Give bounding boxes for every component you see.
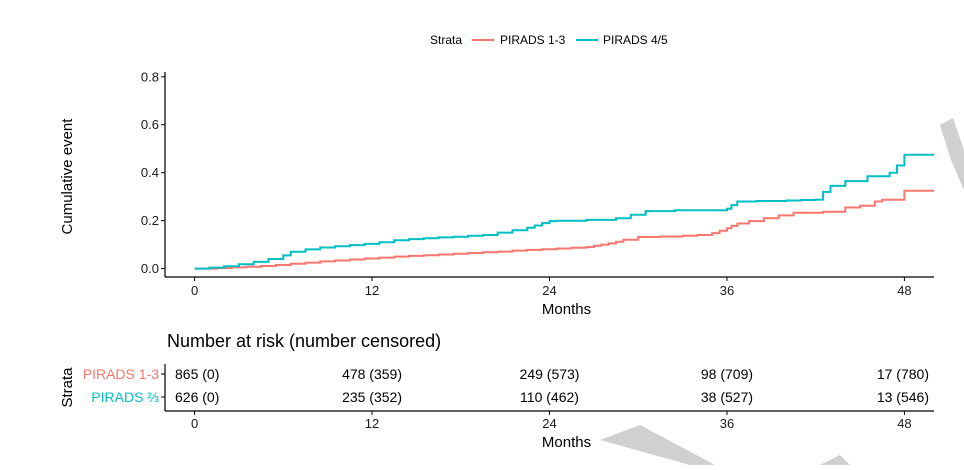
legend-label: PIRADS 4/5 [603,33,668,47]
risk-cell: 865 (0) [175,366,219,382]
series-line-pirads-1-3 [194,189,934,270]
watermark-stroke [600,425,715,465]
risk-cell: 249 (573) [520,366,580,382]
risk-x-tick-label: 24 [542,416,556,431]
y-axis-title: Cumulative event [59,118,76,235]
legend: Strata PIRADS 1-3 PIRADS 4/5 [430,33,668,47]
watermark-decoration [600,118,964,465]
plot-axes: 0.0 0.2 0.4 0.6 0.8 0 12 24 36 48 Months Cumulative… [59,69,934,318]
legend-title: Strata [430,33,462,47]
risk-table: Number at risk (number censored) PIRADS 1… [59,331,934,451]
legend-label: PIRADS 1-3 [500,33,566,47]
risk-y-axis-title: Strata [59,367,76,408]
risk-cell: 478 (359) [342,366,402,382]
risk-table-title: Number at risk (number censored) [167,331,441,351]
y-tick-label: 0.8 [141,69,159,84]
risk-row-label: PIRADS ⅔ [91,389,159,405]
risk-x-tick-label: 12 [365,416,379,431]
x-tick-label: 36 [720,283,734,298]
risk-cell: 110 (462) [520,389,579,405]
risk-row-pirads-1-3: PIRADS 1-3 865 (0) 478 (359) 249 (573) 98 (7… [83,366,929,382]
x-tick-label: 48 [897,283,911,298]
y-tick-label: 0.0 [141,261,159,276]
risk-cell: 13 (546) [877,389,929,405]
risk-cell: 17 (780) [877,366,929,382]
risk-x-tick-label: 36 [720,416,734,431]
risk-cell: 626 (0) [175,389,219,405]
risk-cell: 38 (527) [701,389,753,405]
x-tick-label: 12 [365,283,379,298]
risk-x-tick-label: 0 [191,416,198,431]
x-tick-label: 24 [542,283,556,298]
risk-x-tick-label: 48 [897,416,911,431]
watermark-stroke [940,118,964,190]
y-tick-label: 0.6 [141,117,159,132]
legend-item-pirads-4-5: PIRADS 4/5 [576,33,668,47]
x-axis-title: Months [542,301,591,318]
risk-row-label: PIRADS 1-3 [83,366,159,382]
y-tick-label: 0.4 [141,165,159,180]
y-tick-label: 0.2 [141,213,159,228]
series-line-pirads-4-5 [194,153,934,270]
risk-cell: 98 (709) [701,366,753,382]
risk-row-pirads-4-5: PIRADS ⅔ 626 (0) 235 (352) 110 (462) 38 (527… [91,389,929,405]
risk-x-axis-title: Months [542,434,591,451]
risk-cell: 235 (352) [342,389,402,405]
x-tick-label: 0 [191,283,198,298]
legend-item-pirads-1-3: PIRADS 1-3 [472,33,566,47]
watermark-stroke [820,455,850,465]
